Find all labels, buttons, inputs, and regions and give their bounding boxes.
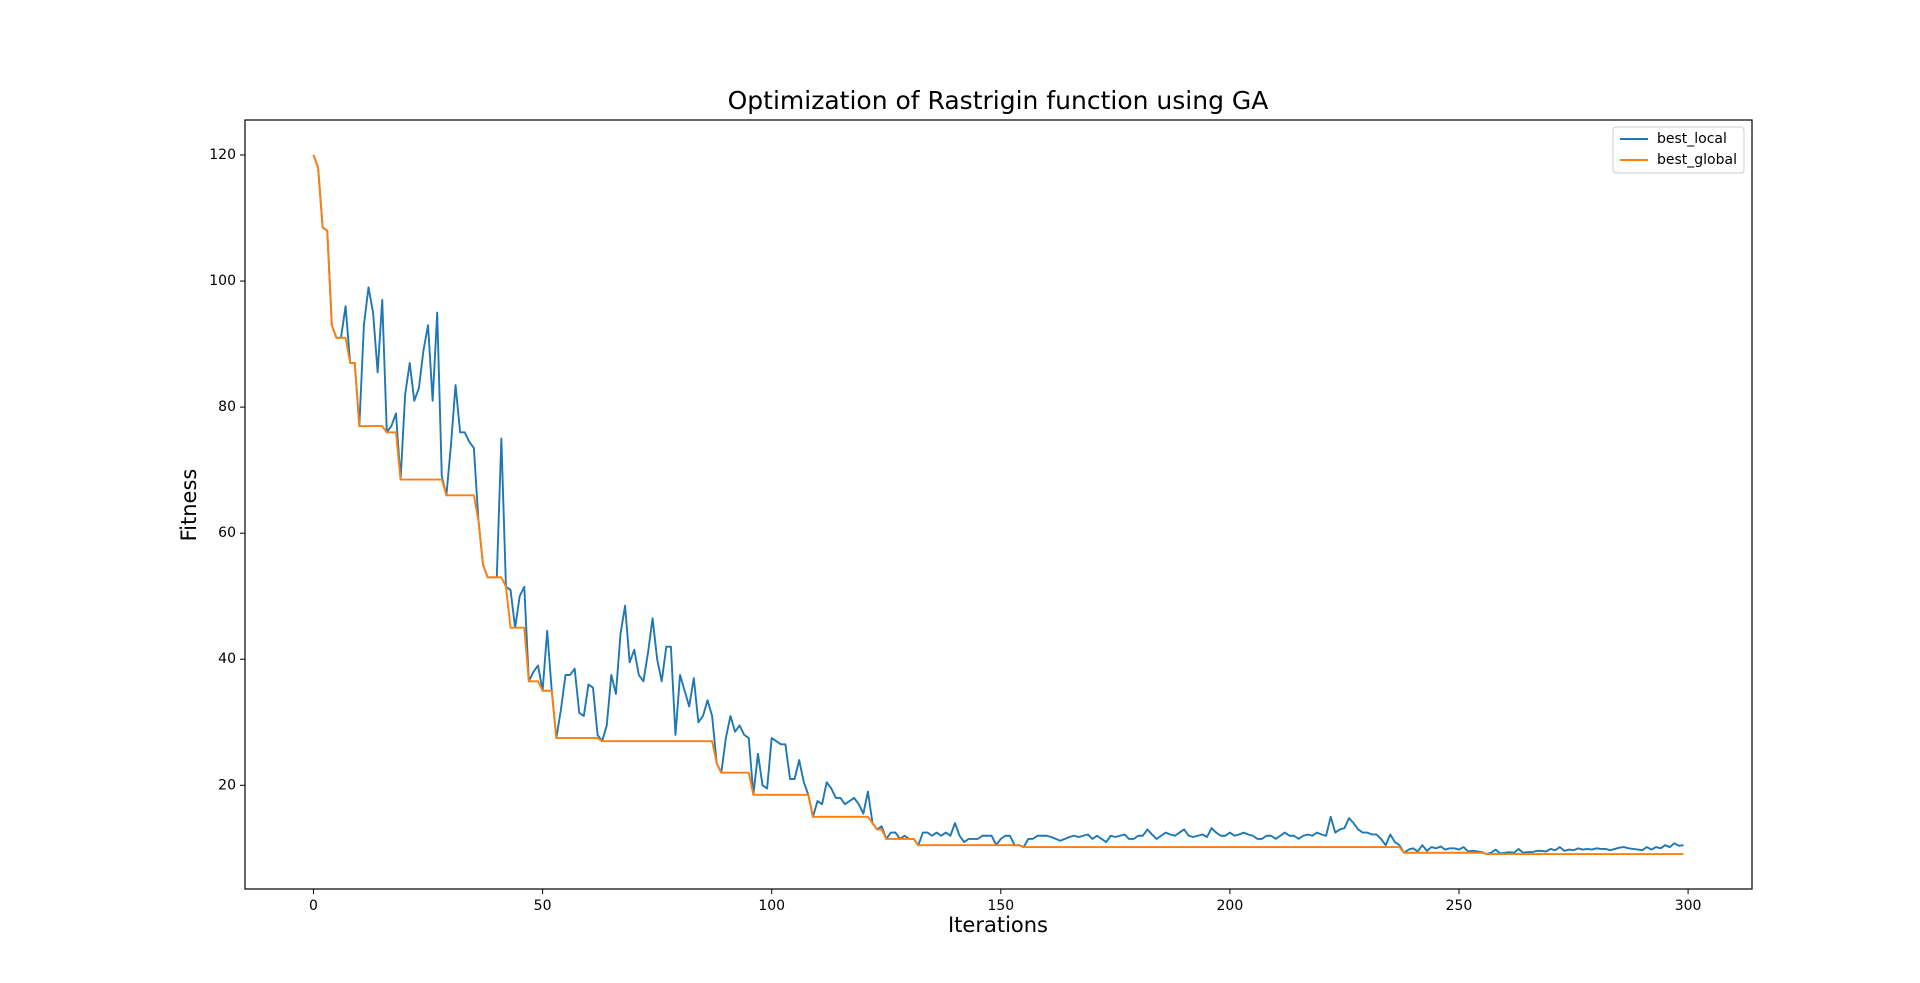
legend: best_local best_global bbox=[1612, 126, 1745, 174]
x-tick-label: 150 bbox=[987, 898, 1014, 914]
x-tick-label: 100 bbox=[758, 898, 785, 914]
x-tick-label: 250 bbox=[1446, 898, 1473, 914]
series-line bbox=[312, 154, 1684, 855]
y-tick-label: 100 bbox=[209, 273, 236, 289]
legend-label: best_global bbox=[1657, 152, 1737, 168]
axes-frame bbox=[244, 119, 1753, 890]
x-tick-label: 50 bbox=[534, 898, 552, 914]
x-tick-label: 0 bbox=[309, 898, 318, 914]
chart-title: Optimization of Rastrigin function using… bbox=[728, 86, 1269, 115]
series-line bbox=[312, 154, 1684, 855]
y-axis-label: Fitness bbox=[177, 469, 201, 542]
x-tick-label: 200 bbox=[1217, 898, 1244, 914]
x-axis-label: Iterations bbox=[948, 913, 1048, 937]
y-tick-label: 60 bbox=[218, 525, 236, 541]
y-tick-label: 120 bbox=[209, 147, 236, 163]
y-tick-label: 40 bbox=[218, 651, 236, 667]
legend-label: best_local bbox=[1657, 131, 1727, 147]
y-tick-label: 80 bbox=[218, 399, 236, 415]
x-tick-label: 300 bbox=[1675, 898, 1702, 914]
y-tick-label: 20 bbox=[218, 777, 236, 793]
